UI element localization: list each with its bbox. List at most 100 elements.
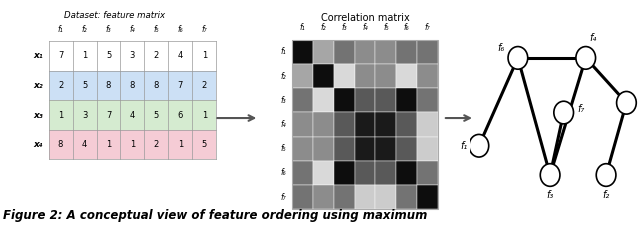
Circle shape	[616, 91, 636, 114]
Text: 5: 5	[106, 51, 111, 60]
Text: 1: 1	[82, 51, 87, 60]
Bar	[292, 137, 313, 161]
Bar	[292, 64, 313, 88]
Bar	[396, 88, 417, 112]
Bar	[333, 64, 355, 88]
Bar	[396, 137, 417, 161]
Text: x₄: x₄	[33, 140, 43, 149]
Text: f₂: f₂	[321, 23, 326, 32]
Bar	[355, 161, 376, 185]
Bar	[313, 40, 333, 64]
Text: f₅: f₅	[383, 23, 388, 32]
Bar	[417, 64, 438, 88]
Text: f₄: f₄	[130, 25, 135, 35]
Text: f₆: f₆	[281, 168, 287, 178]
Text: 4: 4	[130, 111, 135, 120]
Bar	[313, 88, 333, 112]
Text: 2: 2	[58, 81, 63, 90]
Text: 1: 1	[178, 140, 183, 149]
Text: 2: 2	[154, 51, 159, 60]
Text: f₂: f₂	[602, 190, 610, 200]
Text: 5: 5	[202, 140, 207, 149]
Bar	[49, 41, 216, 71]
Bar	[376, 137, 396, 161]
Text: 4: 4	[82, 140, 87, 149]
Text: 5: 5	[154, 111, 159, 120]
Text: f₁: f₁	[58, 25, 63, 35]
Text: 8: 8	[58, 140, 63, 149]
Bar	[333, 185, 355, 209]
Text: f₃: f₃	[547, 190, 554, 200]
Text: f₇: f₇	[202, 25, 207, 35]
Bar	[313, 112, 333, 137]
Text: Dataset: feature matrix: Dataset: feature matrix	[64, 11, 165, 20]
Bar	[313, 137, 333, 161]
Text: Figure 2: A conceptual view of feature ordering using maximum: Figure 2: A conceptual view of feature o…	[3, 210, 428, 222]
Bar	[396, 112, 417, 137]
Text: 7: 7	[58, 51, 63, 60]
Text: x₂: x₂	[33, 81, 43, 90]
Bar	[355, 185, 376, 209]
Text: 2: 2	[202, 81, 207, 90]
Bar	[376, 161, 396, 185]
Text: 1: 1	[202, 111, 207, 120]
Bar	[376, 112, 396, 137]
Bar	[292, 40, 313, 64]
Text: 1: 1	[202, 51, 207, 60]
Text: f₅: f₅	[154, 25, 159, 35]
Text: f₃: f₃	[281, 96, 287, 105]
Bar	[396, 64, 417, 88]
Bar	[417, 40, 438, 64]
Bar	[49, 130, 216, 159]
Text: x₃: x₃	[33, 111, 43, 120]
Bar	[355, 112, 376, 137]
Text: f₁: f₁	[281, 47, 287, 57]
Text: 5: 5	[82, 81, 87, 90]
Bar	[417, 88, 438, 112]
Text: f₃: f₃	[341, 23, 347, 32]
Text: f₆: f₆	[404, 23, 410, 32]
Text: f₇: f₇	[281, 193, 287, 202]
Text: 2: 2	[154, 140, 159, 149]
Text: Correlation matrix: Correlation matrix	[321, 13, 410, 23]
Bar	[355, 137, 376, 161]
Text: 7: 7	[106, 111, 111, 120]
Text: f₇: f₇	[577, 104, 584, 114]
Bar	[333, 137, 355, 161]
Text: f₃: f₃	[106, 25, 111, 35]
Bar	[417, 185, 438, 209]
Bar	[313, 161, 333, 185]
Bar	[376, 185, 396, 209]
Bar	[355, 88, 376, 112]
Bar	[333, 40, 355, 64]
Bar	[417, 137, 438, 161]
Bar	[417, 161, 438, 185]
Text: f₄: f₄	[281, 120, 287, 129]
Bar	[313, 64, 333, 88]
Bar	[292, 112, 313, 137]
Text: f₂: f₂	[82, 25, 87, 35]
Bar	[376, 64, 396, 88]
Bar	[396, 161, 417, 185]
Bar	[292, 185, 313, 209]
Bar	[313, 185, 333, 209]
Text: f₅: f₅	[281, 144, 287, 153]
Text: 8: 8	[106, 81, 111, 90]
Bar	[333, 112, 355, 137]
Circle shape	[554, 101, 573, 124]
Text: x₁: x₁	[33, 51, 43, 60]
Bar	[376, 40, 396, 64]
Text: 1: 1	[106, 140, 111, 149]
Text: f₆: f₆	[497, 43, 504, 53]
Text: f₆: f₆	[178, 25, 183, 35]
Text: f₄: f₄	[362, 23, 368, 32]
Text: f₂: f₂	[281, 72, 287, 81]
Text: 7: 7	[178, 81, 183, 90]
Circle shape	[469, 134, 489, 157]
Text: 1: 1	[58, 111, 63, 120]
Text: 4: 4	[178, 51, 183, 60]
Bar	[292, 40, 438, 209]
Text: f₁: f₁	[300, 23, 305, 32]
Bar	[376, 88, 396, 112]
Bar	[333, 161, 355, 185]
